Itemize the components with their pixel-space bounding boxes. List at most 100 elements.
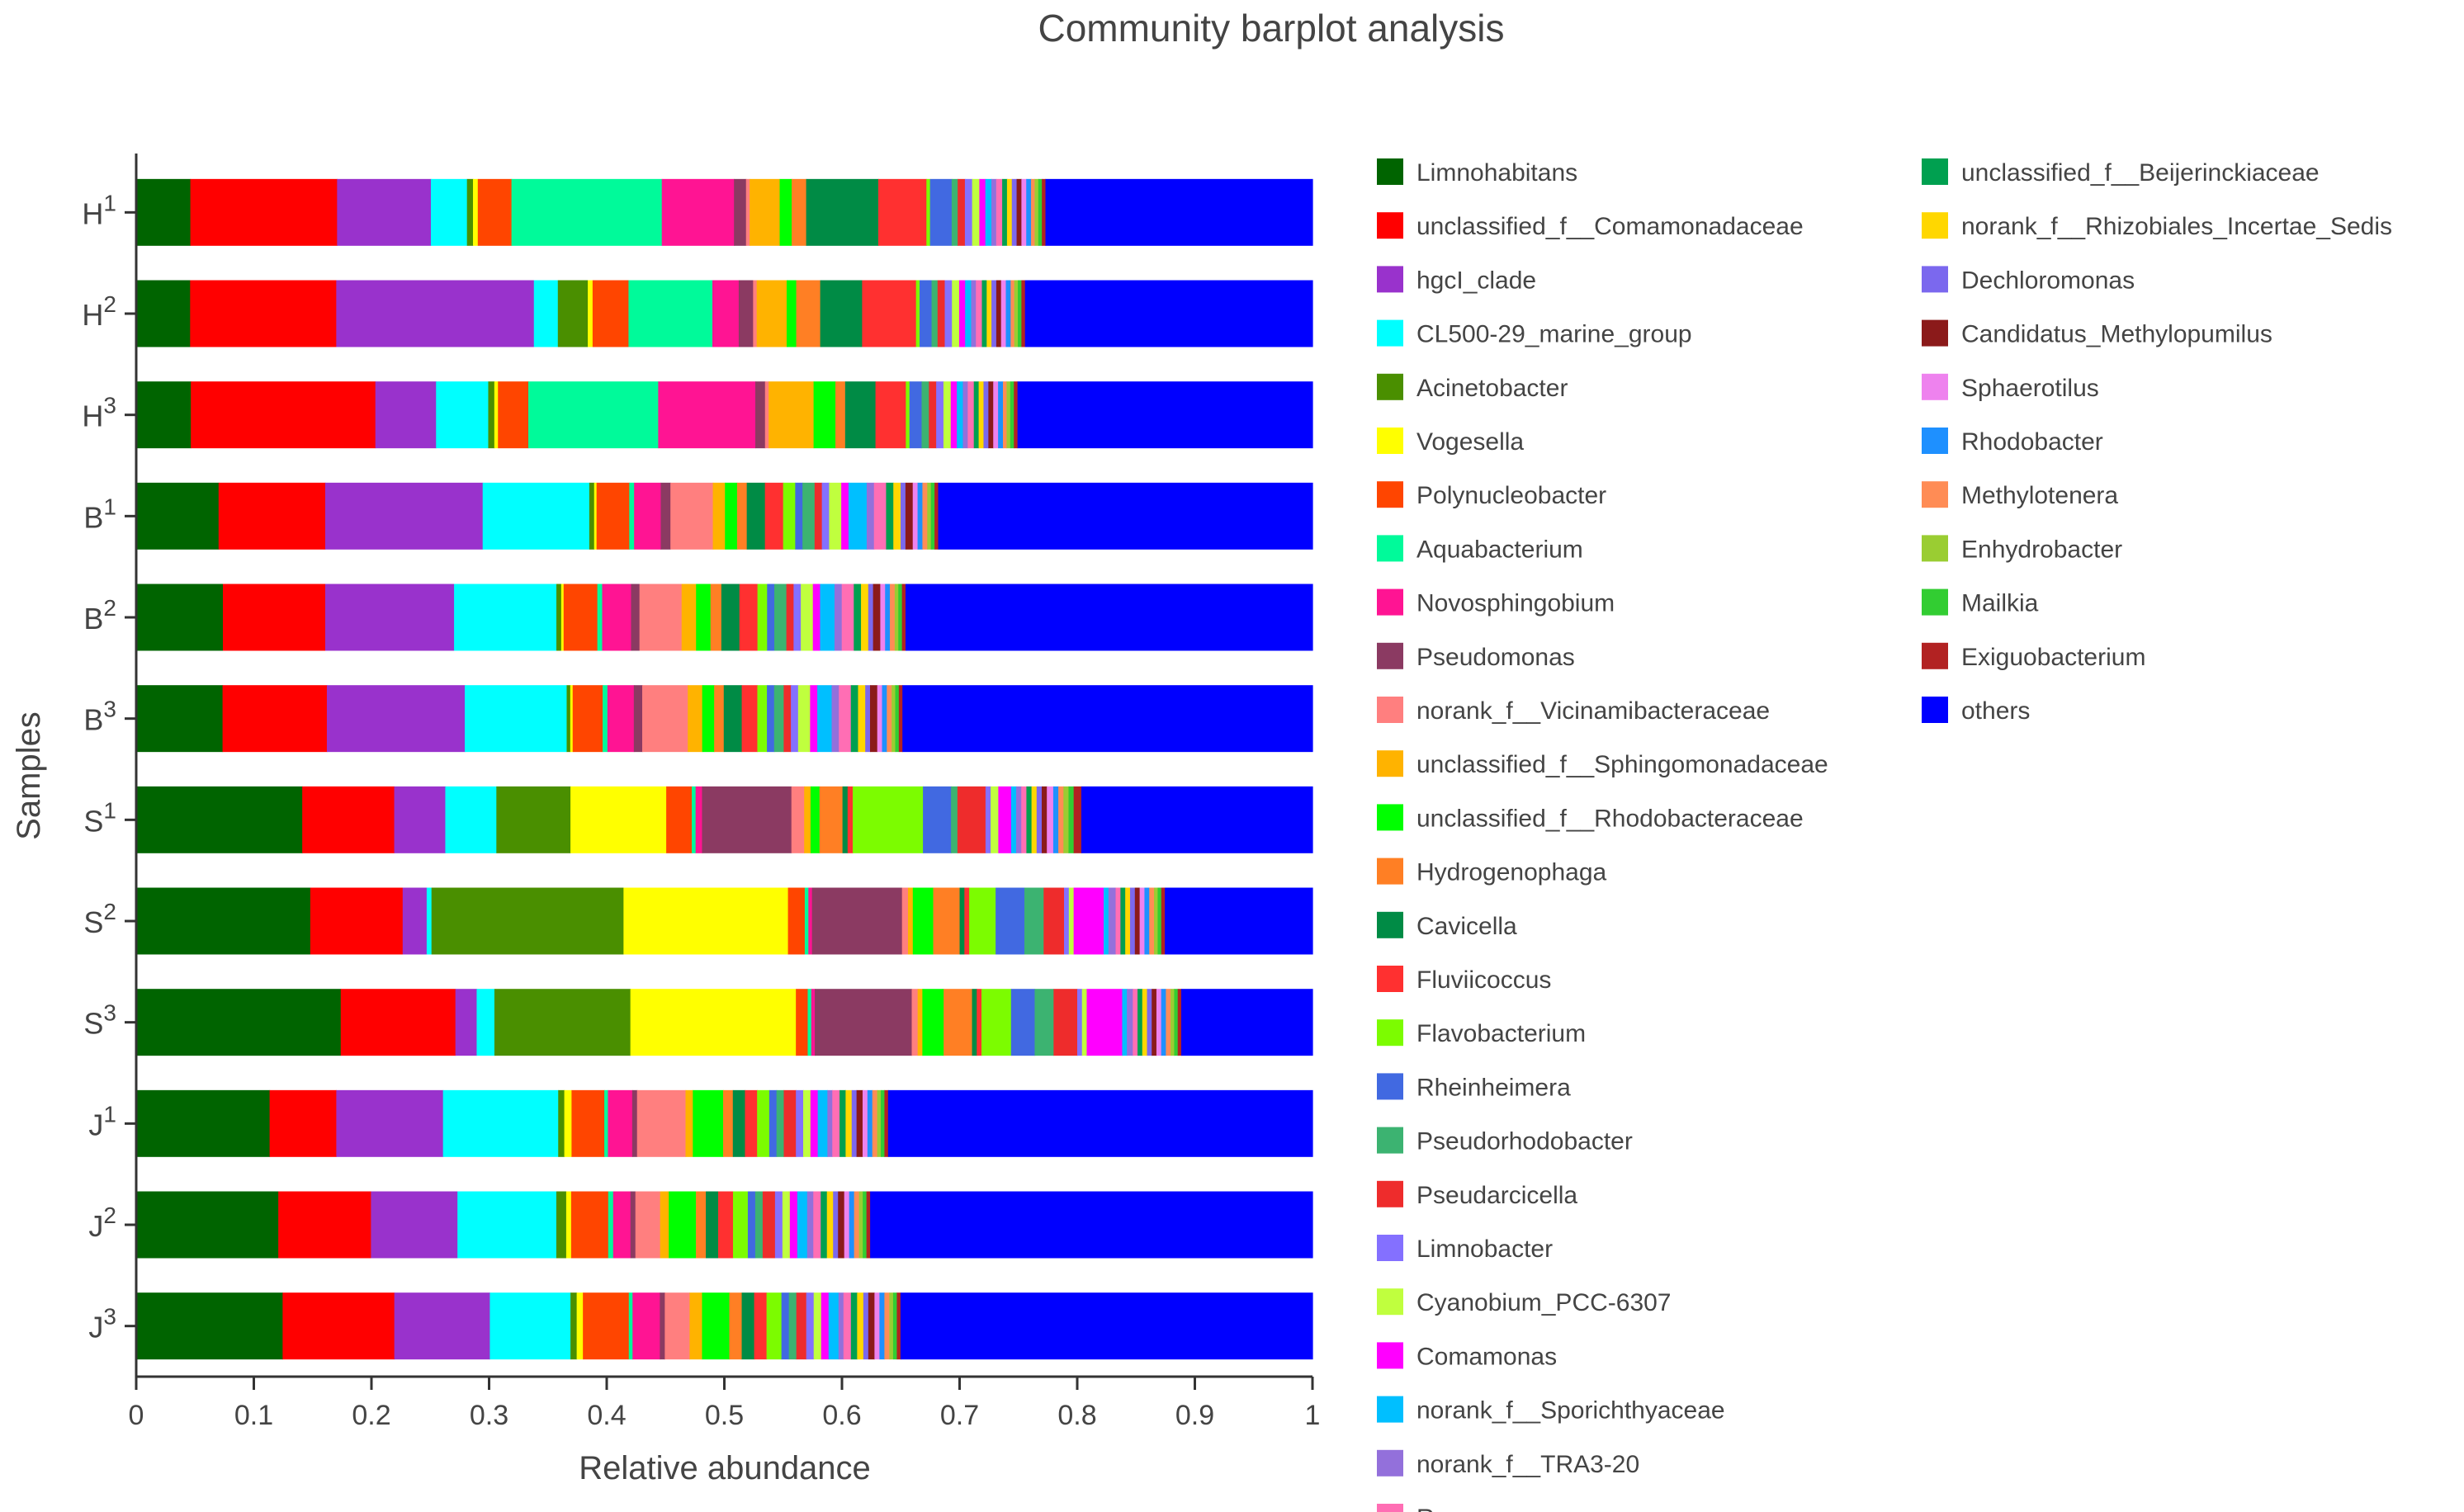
bar-segment-b3-limnobacter — [791, 685, 799, 753]
bar-segment-h3-cyanobium-pcc-6307 — [943, 381, 952, 449]
bar-segment-b2-fluviicoccus — [739, 584, 759, 651]
bar-segment-j2-methylotenera — [854, 1191, 860, 1259]
bar-segment-b2-dechloromonas — [868, 584, 874, 651]
bar-segment-j3-enhydrobacter — [889, 1292, 894, 1360]
bar-segment-s2-methylotenera — [1149, 887, 1155, 955]
bar-segment-j1-others — [887, 1089, 1313, 1157]
bar-segment-s2-unclassified-f-rhodobacteraceae — [912, 887, 934, 955]
legend-label: Comamonas — [1416, 1343, 1557, 1370]
bar-segment-h2-unclassified-f-rhodobacteraceae — [786, 280, 797, 347]
bar-segment-b2-sphaerotilus — [880, 584, 886, 651]
bar-segment-b1-norank-f-rhizobiales-incertae-sedis — [893, 482, 901, 550]
bar-segment-j3-mailkia — [892, 1292, 898, 1360]
bar-segment-j1-fluviicoccus — [745, 1089, 758, 1157]
legend-label: Rhodobacter — [1961, 428, 2103, 456]
legend-item-rhodobacter: Rhodobacter — [1922, 428, 2103, 456]
bar-segment-j3-pseudorhodobacter — [788, 1292, 797, 1360]
bar-segment-b2-limnobacter — [793, 584, 802, 651]
bar-segment-j2-sphaerotilus — [844, 1191, 850, 1259]
bar-segment-h3-norank-f-tra3-20 — [962, 381, 968, 449]
bar-segment-s1-vogesella — [570, 786, 667, 853]
legend-label: Flavobacterium — [1416, 1020, 1586, 1047]
bar-row-j1 — [136, 1089, 1313, 1157]
bar-segment-s3-candidatus-methylopumilus — [1152, 989, 1157, 1056]
bar-segment-h2-mailkia — [1018, 280, 1022, 347]
bar-segment-s1-rhodobacter — [1052, 786, 1059, 853]
bar-segment-j3-candidatus-methylopumilus — [868, 1292, 875, 1360]
bar-segment-h2-limnohabitans — [136, 280, 191, 347]
bar-segment-h3-hgci-clade — [375, 381, 437, 449]
legend-label: norank_f__Rhizobiales_Incertae_Sedis — [1961, 213, 2392, 240]
bar-segment-b2-comamonas — [812, 584, 821, 651]
bar-segment-j3-cavicella — [741, 1292, 755, 1360]
x-tick-label: 0.9 — [1175, 1400, 1214, 1431]
legend-item-norank-f-rhizobiales-incertae-sedis: norank_f__Rhizobiales_Incertae_Sedis — [1922, 212, 2392, 240]
bar-segment-s2-fluviicoccus — [964, 887, 970, 955]
bar-segment-h1-fluviicoccus — [878, 178, 927, 246]
bar-segment-b3-norank-f-tra3-20 — [831, 685, 839, 753]
bar-segment-h2-unclassified-f-beijerinckiaceae — [981, 280, 987, 347]
legend-swatch — [1377, 1342, 1403, 1369]
bar-segment-j1-rheinheimera — [769, 1089, 778, 1157]
bar-segment-b1-pseudarcicella — [814, 482, 823, 550]
bar-segment-j1-exiguobacterium — [884, 1089, 889, 1157]
bar-segment-b1-exiguobacterium — [934, 482, 939, 550]
bar-segment-h1-limnobacter — [964, 178, 973, 246]
bar-segment-h2-candidatus-methylopumilus — [996, 280, 1002, 347]
bar-segment-j3-norank-f-sporichthyaceae — [828, 1292, 839, 1360]
bar-segment-h1-pseudarcicella — [958, 178, 966, 246]
x-tick-label: 0.3 — [470, 1400, 508, 1431]
bar-segment-h2-flavobacterium — [915, 280, 920, 347]
bar-segment-h3-flavobacterium — [906, 381, 910, 449]
bar-segment-s3-norank-f-tra3-20 — [1127, 989, 1133, 1056]
bar-segment-b1-norank-f-vicinamibacteraceae — [670, 482, 714, 550]
legend-swatch — [1377, 1073, 1403, 1100]
bar-segment-h2-norank-f-sporichthyaceae — [965, 280, 972, 347]
bar-segment-h3-methylotenera — [1003, 381, 1008, 449]
bar-segment-b2-roseomonas — [841, 584, 854, 651]
bar-segment-b3-unclassified-f-sphingomonadaceae — [688, 685, 703, 753]
legend-swatch — [1377, 1235, 1403, 1261]
legend-label: Novosphingobium — [1416, 590, 1615, 617]
bar-segment-h1-polynucleobacter — [477, 178, 513, 246]
bar-segment-h1-norank-f-vicinamibacteraceae — [745, 178, 750, 246]
y-tick-label-h1: H1 — [82, 190, 116, 230]
legend-label: Dechloromonas — [1961, 267, 2135, 294]
legend-swatch — [1922, 373, 1948, 400]
bar-segment-b2-cl500-29-marine-group — [454, 584, 557, 651]
bar-segment-s1-exiguobacterium — [1073, 786, 1082, 853]
bar-segment-h3-limnohabitans — [136, 381, 192, 449]
legend-label: Aquabacterium — [1416, 536, 1583, 563]
bar-segment-h2-rhodobacter — [1005, 280, 1011, 347]
bar-segment-s3-dechloromonas — [1147, 989, 1152, 1056]
bar-segment-b3-unclassified-f-comamonadaceae — [222, 685, 328, 753]
bar-row-j3 — [136, 1292, 1313, 1360]
bar-segment-h2-roseomonas — [976, 280, 983, 347]
bar-segment-j2-polynucleobacter — [570, 1191, 609, 1259]
bar-segment-j2-limnohabitans — [136, 1191, 279, 1259]
legend-item-others: others — [1922, 697, 2030, 725]
legend-item-pseudomonas: Pseudomonas — [1377, 642, 1575, 671]
bar-segment-h3-limnobacter — [936, 381, 944, 449]
bar-segment-b3-cavicella — [723, 685, 743, 753]
legend-swatch — [1377, 1504, 1403, 1512]
legend-swatch — [1377, 535, 1403, 562]
bar-segment-h3-acinetobacter — [488, 381, 495, 449]
bar-segment-h3-rheinheimera — [909, 381, 923, 449]
bar-segment-j3-hydrogenophaga — [729, 1292, 743, 1360]
bar-segment-j3-polynucleobacter — [583, 1292, 630, 1360]
bar-segment-j3-norank-f-rhizobiales-incertae-sedis — [857, 1292, 864, 1360]
bar-segment-b3-norank-f-rhizobiales-incertae-sedis — [858, 685, 866, 753]
legend-label: hgcI_clade — [1416, 267, 1536, 294]
legend-swatch — [1922, 428, 1948, 454]
bar-segment-j2-enhydrobacter — [858, 1191, 863, 1259]
legend-label: Hydrogenophaga — [1416, 859, 1607, 886]
legend-item-pseudarcicella: Pseudarcicella — [1377, 1180, 1577, 1209]
bar-segment-s3-cyanobium-pcc-6307 — [1081, 989, 1088, 1056]
legend-swatch — [1377, 911, 1403, 938]
legend-swatch — [1377, 642, 1403, 669]
bar-segment-s2-others — [1165, 887, 1313, 955]
bar-segment-s3-unclassified-f-rhodobacteraceae — [922, 989, 944, 1056]
bar-segment-b3-acinetobacter — [566, 685, 571, 753]
legend-swatch — [1922, 642, 1948, 669]
